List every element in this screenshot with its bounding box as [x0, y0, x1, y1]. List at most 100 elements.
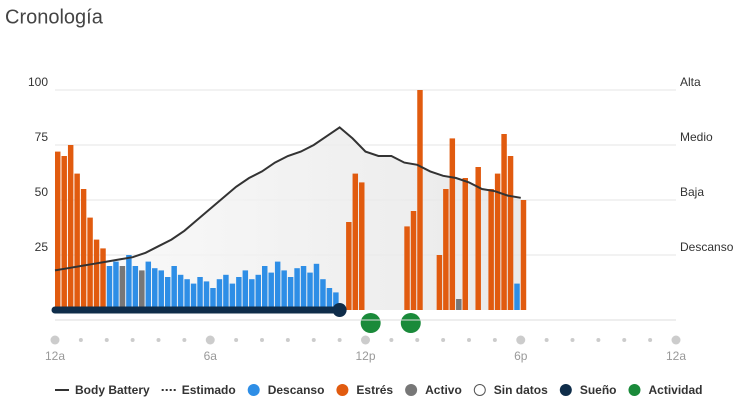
- bar: [410, 211, 417, 310]
- bar: [520, 200, 527, 310]
- hour-dot: [182, 338, 187, 342]
- hour-dot: [492, 338, 497, 342]
- bar: [119, 266, 126, 310]
- bar: [404, 226, 410, 310]
- bar: [287, 277, 294, 310]
- bar: [210, 288, 216, 310]
- bar: [152, 268, 158, 310]
- hour-dot: [205, 335, 215, 345]
- hour-dot: [311, 338, 316, 342]
- legend-swatch: [336, 384, 349, 396]
- hour-dot: [622, 338, 627, 342]
- bar: [274, 261, 281, 310]
- bar: [449, 138, 456, 310]
- activity-icon: [360, 313, 381, 333]
- bar: [307, 272, 313, 310]
- page-title: Cronología: [5, 6, 104, 28]
- bar: [126, 255, 132, 310]
- hour-dot: [50, 335, 60, 345]
- legend-swatch: [559, 384, 572, 396]
- bar: [494, 173, 501, 310]
- bar: [268, 272, 274, 310]
- bar: [158, 270, 164, 310]
- x-tick-label: 12a: [45, 349, 65, 363]
- x-tick-label: 6a: [204, 349, 218, 363]
- x-tick-label: 12p: [355, 349, 375, 363]
- bar: [359, 182, 365, 310]
- y-tick-label: 75: [35, 130, 49, 144]
- hour-dot: [156, 338, 161, 342]
- bar: [203, 281, 210, 310]
- hour-dot: [130, 338, 135, 342]
- bar: [443, 189, 449, 310]
- hour-dot: [389, 338, 394, 342]
- stress-level-label: Medio: [680, 130, 713, 144]
- y-tick-label: 25: [35, 240, 49, 254]
- hour-dot: [544, 338, 549, 342]
- legend-label: Actividad: [648, 383, 702, 397]
- bar: [346, 222, 352, 310]
- bar: [417, 90, 423, 310]
- bar: [249, 279, 255, 310]
- bar: [313, 263, 320, 310]
- bar: [475, 167, 481, 310]
- bar: [67, 145, 74, 310]
- legend-swatch: [628, 384, 641, 396]
- sleep-end-icon: [332, 303, 347, 317]
- bar: [514, 283, 520, 310]
- hour-dot: [415, 338, 420, 342]
- x-tick-label: 12a: [666, 349, 686, 363]
- bar: [281, 270, 287, 310]
- bar: [164, 277, 171, 310]
- body-battery-line: [54, 126, 521, 272]
- hour-dot: [234, 338, 239, 342]
- legend-label: Estimado: [182, 383, 236, 397]
- legend-label: Sin datos: [494, 383, 548, 397]
- bar: [300, 266, 307, 310]
- bar: [294, 268, 300, 310]
- bar: [100, 248, 106, 310]
- bar: [320, 279, 326, 310]
- bar: [184, 279, 190, 310]
- legend-label: Body Battery: [75, 383, 150, 397]
- hour-dot: [516, 335, 526, 345]
- hour-dot: [570, 338, 575, 342]
- bar: [333, 292, 339, 310]
- hour-dot: [285, 338, 290, 342]
- bar: [262, 266, 268, 310]
- bar: [80, 189, 87, 310]
- legend-swatch: [473, 384, 486, 396]
- x-tick-label: 6p: [514, 349, 528, 363]
- hour-dot: [467, 338, 471, 342]
- y-tick-label: 100: [28, 75, 48, 89]
- bar: [436, 255, 443, 310]
- bar: [93, 239, 100, 310]
- bar: [462, 178, 468, 310]
- stress-level-label: Alta: [680, 75, 701, 89]
- bar: [223, 274, 229, 310]
- hour-dot: [596, 338, 601, 342]
- legend-swatch: [405, 384, 418, 396]
- legend-label: Activo: [425, 383, 462, 397]
- legend-label: Estrés: [356, 383, 393, 397]
- bar: [106, 266, 113, 310]
- legend-label: Sueño: [580, 383, 617, 397]
- bar: [242, 270, 249, 310]
- hour-dot: [361, 335, 370, 345]
- y-tick-label: 50: [35, 185, 49, 199]
- bar: [171, 266, 177, 310]
- bar: [229, 283, 236, 310]
- hour-dot: [260, 338, 264, 342]
- stress-level-label: Baja: [680, 185, 704, 199]
- hour-dot: [337, 338, 342, 342]
- bar: [507, 156, 514, 310]
- bar: [177, 274, 184, 310]
- legend-swatch: [247, 384, 260, 396]
- bar: [132, 266, 139, 310]
- hour-dot: [104, 338, 109, 342]
- bar: [326, 288, 333, 310]
- hour-dot: [671, 335, 681, 345]
- bar: [236, 277, 242, 310]
- bar: [190, 283, 197, 310]
